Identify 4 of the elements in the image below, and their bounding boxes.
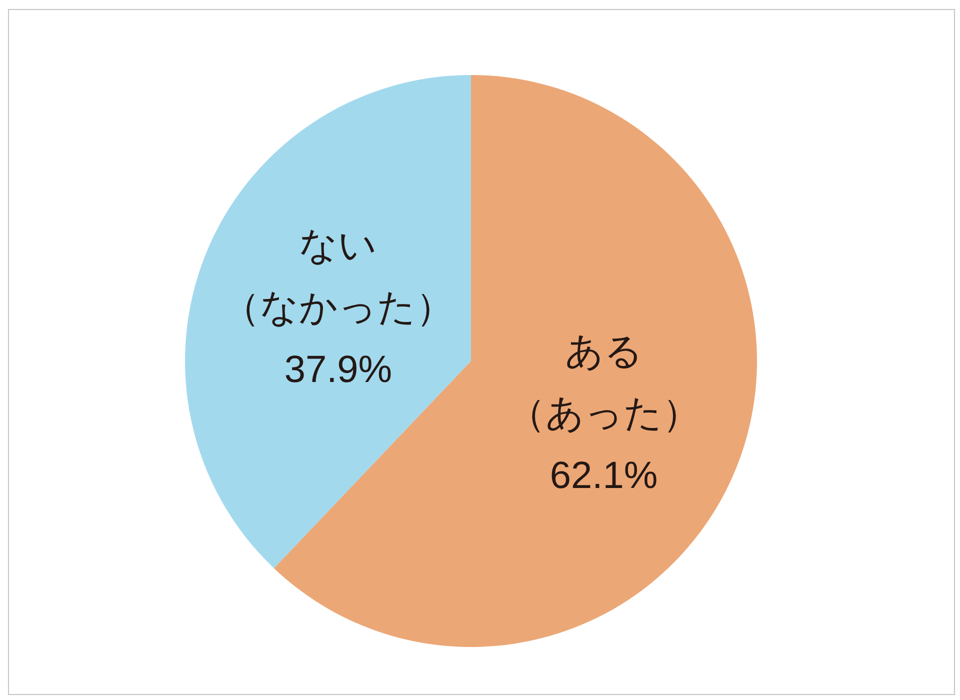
slice-label: ない（なかった） bbox=[222, 224, 454, 329]
data-label: 62.1% bbox=[550, 455, 658, 498]
data-label: 37.9% bbox=[284, 348, 392, 391]
slice-label: ある（あった） bbox=[507, 331, 700, 436]
